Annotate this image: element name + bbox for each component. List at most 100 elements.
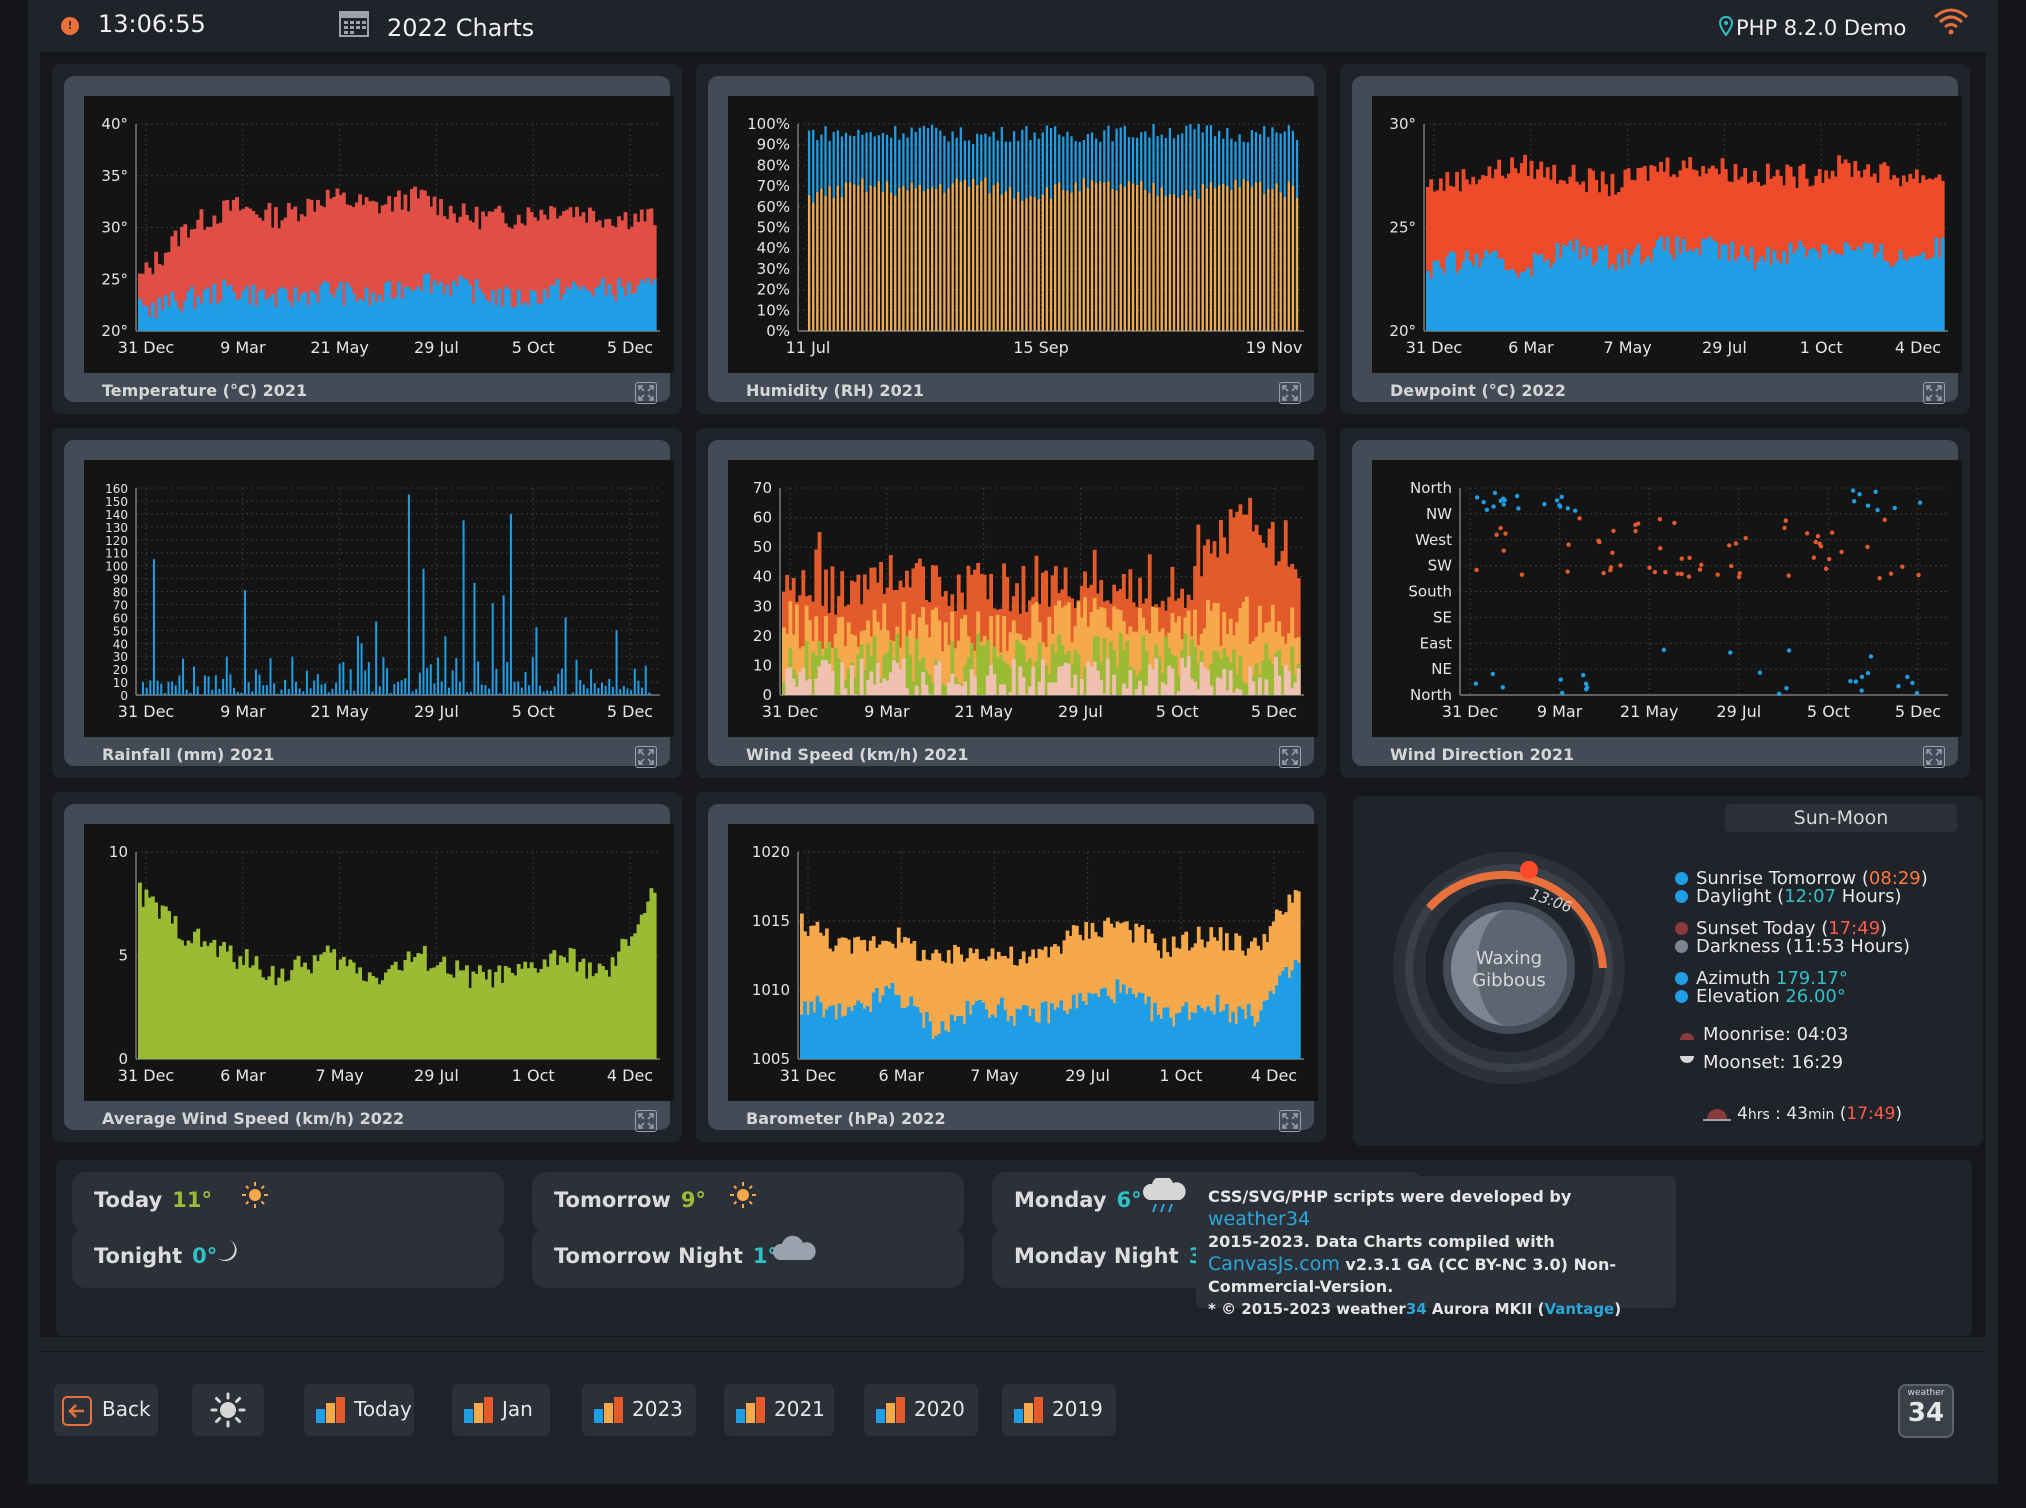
y-tick-label: 90%: [757, 136, 790, 154]
chart-bar: [426, 195, 430, 331]
chart-bar: [626, 229, 631, 331]
vantage-link[interactable]: Vantage: [1544, 1300, 1615, 1318]
chart-bar: [1232, 517, 1236, 695]
expand-icon[interactable]: [1923, 382, 1945, 404]
x-tick-label: 1 Oct: [1159, 1066, 1202, 1085]
chart-bar: [993, 959, 998, 1059]
chart-bar: [924, 684, 929, 695]
chart-bar: [228, 285, 233, 331]
chart-bar: [1162, 938, 1167, 1059]
chart-bar: [445, 219, 450, 331]
chart-bar: [257, 290, 262, 331]
expand-icon[interactable]: [635, 746, 657, 768]
x-tick-label: 5 Dec: [607, 338, 653, 357]
nav-button-2023[interactable]: 2023: [582, 1384, 696, 1436]
chart-bar: [193, 666, 195, 695]
nav-button-2021[interactable]: 2021: [724, 1384, 834, 1436]
chart-bar: [516, 963, 521, 1059]
chart-bar: [604, 219, 609, 331]
chart-point: [1542, 501, 1547, 507]
chart-bar: [565, 209, 570, 331]
chart-bar: [474, 279, 479, 331]
chart-bar: [617, 951, 621, 1059]
nav-button-2019[interactable]: 2019: [1002, 1384, 1116, 1436]
expand-icon[interactable]: [1279, 746, 1301, 768]
chart-bar: [526, 305, 531, 331]
chart-bar: [400, 970, 405, 1059]
sun-icon: [728, 1180, 758, 1214]
chart-bar: [1752, 269, 1757, 331]
chart-bar: [1801, 246, 1806, 331]
chart-bar: [1542, 262, 1547, 331]
chart-bar: [295, 682, 297, 695]
chart-bar: [225, 656, 228, 695]
chart-bar: [1005, 664, 1010, 695]
calendar-icon[interactable]: [338, 8, 370, 38]
nav-button-2020[interactable]: 2020: [864, 1384, 978, 1436]
weather34-logo[interactable]: weather 34: [1898, 1384, 1954, 1438]
chart-bar: [1201, 183, 1204, 331]
chart-bar: [972, 179, 975, 331]
chart-bar: [1274, 565, 1278, 695]
nav-button-today[interactable]: Today: [304, 1384, 414, 1436]
expand-icon[interactable]: [635, 382, 657, 404]
chart-bar: [853, 635, 858, 695]
chart-frame: 0 10 20 30 40 50 60 70 31 Dec 9 Mar 21 May 29 Jul 5 …: [708, 440, 1318, 768]
chart-bar: [471, 971, 476, 1059]
expand-icon[interactable]: [1923, 746, 1945, 768]
chart-bar: [348, 959, 353, 1059]
alert-icon[interactable]: [61, 17, 79, 35]
chart-bar: [468, 220, 473, 331]
series-3: [785, 656, 1301, 695]
chart-bar: [1037, 948, 1042, 1059]
chart-point: [1558, 677, 1563, 682]
chart-bar: [815, 996, 820, 1059]
chart-bar: [1526, 175, 1531, 331]
nav-button-jan[interactable]: Jan: [452, 1384, 550, 1436]
forecast-label: Monday Night3°: [1014, 1244, 1214, 1268]
expand-icon[interactable]: [1279, 382, 1301, 404]
chart-bar: [1283, 197, 1286, 331]
chart-bar: [1232, 649, 1236, 695]
chart-bar: [1053, 1009, 1057, 1059]
forecast-card[interactable]: Tomorrow Night 1°: [532, 1228, 964, 1288]
chart-bar: [1856, 246, 1861, 331]
canvasjs-link[interactable]: CanvasJs.com: [1208, 1253, 1340, 1275]
chart-bar: [142, 682, 144, 695]
forecast-card[interactable]: Tomorrow 9°: [532, 1172, 964, 1232]
chart-bar: [1429, 179, 1434, 331]
chart-point: [1566, 542, 1571, 547]
chart-bar: [233, 687, 236, 695]
chart-tile-temperature: 20° 25° 30° 35° 40° 31 Dec 9 Mar 21 May 29 Jul 5 …: [52, 64, 682, 414]
chart-bar: [411, 691, 414, 695]
back-button[interactable]: Back: [54, 1384, 158, 1436]
chart-bar: [1115, 979, 1120, 1059]
chart-bar: [1804, 178, 1809, 331]
chart-bar: [963, 179, 967, 331]
chart-bar: [1106, 917, 1110, 1059]
chart-bar: [1238, 504, 1243, 695]
chart-bar: [468, 987, 473, 1059]
chart-plot-area: 20° 25° 30° 35° 40° 31 Dec 9 Mar 21 May 29 Jul 5 …: [84, 96, 674, 373]
chart-bar: [639, 914, 644, 1059]
chart-bar: [1484, 250, 1489, 331]
chart-bar: [1717, 259, 1722, 331]
wifi-icon[interactable]: [1932, 5, 1970, 37]
chart-bar: [358, 194, 362, 331]
chart-bar: [173, 230, 178, 331]
expand-icon[interactable]: [635, 1110, 657, 1132]
nav-button-label: 2023: [632, 1397, 683, 1421]
forecast-card[interactable]: Today 11°: [72, 1172, 504, 1232]
chart-bar: [231, 962, 236, 1059]
main-content: 20° 25° 30° 35° 40° 31 Dec 9 Mar 21 May 29 Jul 5 …: [40, 52, 1986, 1352]
chart-bar: [215, 956, 220, 1059]
expand-icon[interactable]: [1279, 1110, 1301, 1132]
chart-bar: [1140, 925, 1145, 1059]
chart-bar: [1545, 259, 1550, 331]
forecast-card[interactable]: Tonight 0°: [72, 1228, 504, 1288]
y-tick-label: 0%: [766, 322, 790, 340]
weather34-link[interactable]: weather34: [1208, 1208, 1311, 1230]
chart-bar: [1202, 667, 1207, 695]
chart-bar: [1151, 669, 1155, 695]
theme-toggle-button[interactable]: [192, 1384, 264, 1436]
